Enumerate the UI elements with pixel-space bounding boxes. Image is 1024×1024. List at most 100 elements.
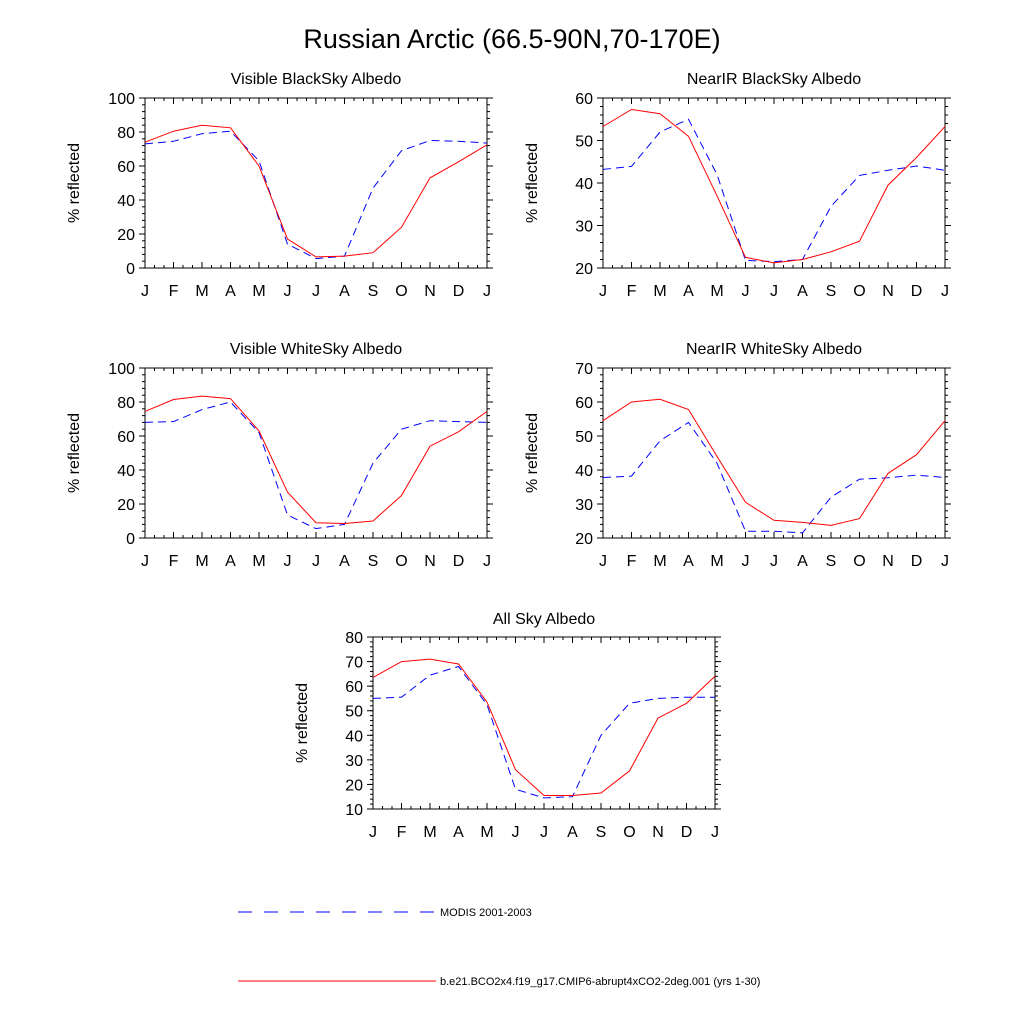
x-tick-label: O <box>395 283 407 300</box>
x-tick-label: N <box>652 824 664 841</box>
series-line-model <box>144 124 488 258</box>
x-tick-label: J <box>369 824 377 841</box>
y-tick-label: 60 <box>117 159 135 176</box>
y-axis-label: % reflected <box>66 143 83 223</box>
x-tick-label: J <box>742 553 750 570</box>
y-tick-label: 40 <box>575 463 593 480</box>
x-tick-label: J <box>941 553 949 570</box>
x-tick-label: A <box>225 553 236 570</box>
y-axis-label: % reflected <box>524 413 541 493</box>
y-tick-label: 10 <box>345 802 363 819</box>
x-tick-label: J <box>141 553 149 570</box>
y-tick-label: 20 <box>117 227 135 244</box>
series-line-modis <box>372 665 715 799</box>
x-tick-label: O <box>853 553 865 570</box>
x-tick-label: F <box>169 553 179 570</box>
y-tick-label: 40 <box>575 176 593 193</box>
x-tick-label: O <box>623 824 635 841</box>
series-line-model <box>602 108 946 264</box>
x-tick-label: J <box>512 824 520 841</box>
x-tick-label: M <box>195 283 208 300</box>
x-tick-label: N <box>424 283 436 300</box>
y-tick-label: 60 <box>117 429 135 446</box>
x-tick-label: J <box>312 283 320 300</box>
y-axis-label: % reflected <box>524 143 541 223</box>
x-tick-label: M <box>252 553 265 570</box>
y-tick-label: 40 <box>117 463 135 480</box>
figure-title: Russian Arctic (66.5-90N,70-170E) <box>303 24 720 54</box>
series-line-modis <box>144 130 488 260</box>
series-line-modis <box>602 118 946 263</box>
x-tick-label: J <box>941 283 949 300</box>
x-tick-label: M <box>710 553 723 570</box>
x-tick-label: O <box>395 553 407 570</box>
panel-title: Visible BlackSky Albedo <box>231 71 402 88</box>
y-tick-label: 0 <box>126 261 135 278</box>
x-tick-label: F <box>627 553 637 570</box>
y-tick-label: 50 <box>575 134 593 151</box>
series-line-modis <box>602 421 946 534</box>
y-tick-label: 80 <box>117 125 135 142</box>
x-tick-label: S <box>826 553 837 570</box>
panel-title: All Sky Albedo <box>493 611 595 628</box>
series-line-model <box>144 395 488 525</box>
x-tick-label: J <box>599 553 607 570</box>
x-tick-label: A <box>453 824 464 841</box>
x-tick-label: A <box>225 283 236 300</box>
y-tick-label: 50 <box>575 429 593 446</box>
y-axis-label: % reflected <box>294 683 311 763</box>
series-line-model <box>602 398 946 526</box>
x-tick-label: S <box>596 824 607 841</box>
legend-label-modis: MODIS 2001-2003 <box>440 907 532 919</box>
plot-frame <box>144 97 488 269</box>
x-tick-label: D <box>453 283 465 300</box>
plot-frame <box>372 636 716 810</box>
x-tick-label: J <box>540 824 548 841</box>
x-tick-label: D <box>911 553 923 570</box>
x-tick-label: A <box>339 553 350 570</box>
x-tick-label: J <box>770 553 778 570</box>
series-line-modis <box>144 401 488 530</box>
y-tick-label: 100 <box>108 361 135 378</box>
x-tick-label: N <box>882 553 894 570</box>
x-tick-label: A <box>567 824 578 841</box>
y-tick-label: 80 <box>117 395 135 412</box>
x-tick-label: M <box>423 824 436 841</box>
y-tick-label: 70 <box>345 655 363 672</box>
y-tick-label: 20 <box>345 777 363 794</box>
y-tick-label: 0 <box>126 531 135 548</box>
x-tick-label: F <box>627 283 637 300</box>
x-tick-label: J <box>483 553 491 570</box>
plot-frame <box>602 367 946 539</box>
x-tick-label: O <box>853 283 865 300</box>
x-tick-label: M <box>710 283 723 300</box>
x-tick-label: J <box>599 283 607 300</box>
y-tick-label: 60 <box>575 91 593 108</box>
y-tick-label: 70 <box>575 361 593 378</box>
y-tick-label: 60 <box>575 395 593 412</box>
x-tick-label: J <box>742 283 750 300</box>
x-tick-label: M <box>195 553 208 570</box>
x-tick-label: A <box>683 553 694 570</box>
x-tick-label: S <box>826 283 837 300</box>
y-tick-label: 40 <box>117 193 135 210</box>
y-tick-label: 40 <box>345 728 363 745</box>
y-tick-label: 20 <box>117 497 135 514</box>
x-tick-label: M <box>653 283 666 300</box>
x-tick-label: A <box>683 283 694 300</box>
x-tick-label: A <box>797 283 808 300</box>
plot-frame <box>144 367 488 539</box>
y-tick-label: 50 <box>345 704 363 721</box>
plot-frame <box>602 97 946 269</box>
x-tick-label: F <box>397 824 407 841</box>
legend: MODIS 2001-2003 b.e21.BCO2x4.f19_g17.CMI… <box>238 907 760 988</box>
y-tick-label: 20 <box>575 531 593 548</box>
panel-title: NearIR WhiteSky Albedo <box>686 341 862 358</box>
legend-label-model: b.e21.BCO2x4.f19_g17.CMIP6-abrupt4xCO2-2… <box>440 976 760 988</box>
x-tick-label: N <box>882 283 894 300</box>
